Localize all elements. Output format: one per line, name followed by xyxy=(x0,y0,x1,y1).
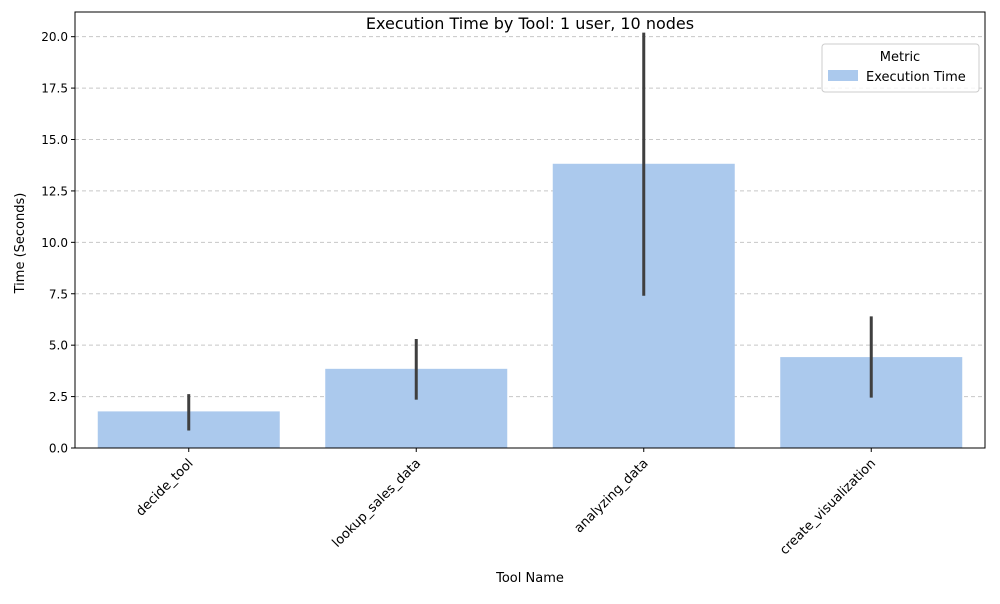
error-bars xyxy=(187,32,873,431)
legend-box xyxy=(821,43,980,93)
legend-label: Execution Time xyxy=(866,70,966,85)
x-tick-label: analyzing_data xyxy=(572,456,652,536)
x-tick-label: create_visualization xyxy=(777,456,879,558)
y-tick-label: 5.0 xyxy=(49,339,68,353)
y-tick-label: 17.5 xyxy=(41,82,68,96)
y-tick-label: 0.0 xyxy=(49,442,68,456)
y-tick-label: 10.0 xyxy=(41,236,68,250)
y-axis: 0.0 2.5 5.0 7.5 10.0 12.5 15.0 17.5 20.0 xyxy=(41,30,75,456)
y-tick-label: 2.5 xyxy=(49,390,68,404)
legend: Metric Execution Time xyxy=(821,43,980,93)
y-tick-label: 7.5 xyxy=(49,287,68,301)
y-axis-label: Time (Seconds) xyxy=(13,193,28,295)
bars xyxy=(97,163,963,449)
plot-frame xyxy=(74,11,986,449)
x-tick-label: lookup_sales_data xyxy=(330,456,424,550)
chart-title: Execution Time by Tool: 1 user, 10 nodes xyxy=(366,14,694,33)
legend-title: Metric xyxy=(880,50,920,65)
y-tick-label: 15.0 xyxy=(41,133,68,147)
x-axis: decide_tool lookup_sales_data analyzing_da… xyxy=(133,448,879,558)
x-tick-label: decide_tool xyxy=(133,456,196,519)
legend-swatch xyxy=(828,70,858,81)
x-axis-label: Tool Name xyxy=(495,571,564,586)
y-tick-label: 12.5 xyxy=(41,184,68,198)
y-tick-label: 20.0 xyxy=(41,30,68,44)
